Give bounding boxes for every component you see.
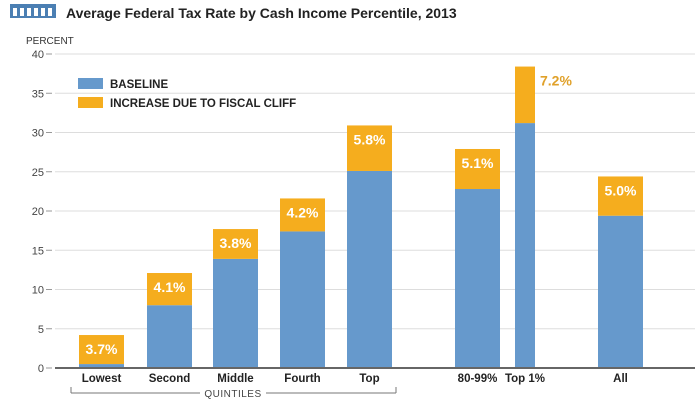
x-tick-label: All — [613, 373, 628, 385]
group-label-quintiles: QUINTILES — [204, 389, 261, 400]
y-tick-label: 15 — [32, 245, 44, 257]
x-tick-label: 80-99% — [458, 373, 498, 385]
bar-baseline — [147, 305, 192, 368]
data-label: 5.1% — [462, 155, 494, 171]
y-tick-label: 35 — [32, 88, 44, 100]
x-tick-label: Second — [149, 373, 191, 385]
quintiles-bracket: QUINTILES — [70, 387, 397, 400]
data-label: 4.2% — [287, 204, 319, 220]
y-tick-label: 5 — [38, 324, 44, 336]
legend-label-baseline: BASELINE — [110, 79, 168, 91]
bar-baseline — [213, 258, 258, 368]
bar-increase — [213, 229, 258, 259]
logo-icon — [10, 4, 56, 18]
bar-baseline — [280, 231, 325, 368]
y-tick-label: 20 — [32, 206, 44, 218]
bar-increase — [598, 176, 643, 216]
x-tick-label: Middle — [217, 373, 253, 385]
legend-swatch-baseline — [78, 78, 103, 89]
legend-label-increase: INCREASE DUE TO FISCAL CLIFF — [110, 98, 296, 110]
bar-increase — [347, 125, 392, 171]
y-tick-label: 30 — [32, 128, 44, 140]
bar-increase — [147, 273, 192, 306]
bar-baseline — [455, 189, 500, 368]
bar-increase — [515, 66, 535, 124]
y-tick-label: 25 — [32, 167, 44, 179]
data-label: 3.7% — [86, 341, 118, 357]
data-label: 3.8% — [220, 235, 252, 251]
data-label: 5.8% — [354, 131, 386, 147]
data-label: 4.1% — [154, 279, 186, 295]
y-axis-label: PERCENT — [26, 36, 74, 47]
bar-increase — [455, 148, 500, 190]
bar-baseline — [598, 215, 643, 368]
y-tick-label: 10 — [32, 285, 44, 297]
y-tick-label: 40 — [32, 49, 44, 61]
bar-baseline — [347, 170, 392, 368]
x-tick-label: Fourth — [284, 373, 320, 385]
x-tick-label: Lowest — [82, 373, 122, 385]
x-tick-label: Top — [359, 373, 379, 385]
data-label: 7.2% — [540, 73, 572, 89]
x-tick-label: Top 1% — [505, 373, 545, 385]
bar-increase — [79, 335, 124, 365]
chart-title: Average Federal Tax Rate by Cash Income … — [66, 5, 457, 21]
bar-baseline — [79, 364, 124, 368]
bar-increase — [280, 198, 325, 232]
legend: BASELINE INCREASE DUE TO FISCAL CLIFF — [78, 78, 296, 110]
data-label: 5.0% — [605, 182, 637, 198]
y-tick-label: 0 — [38, 363, 44, 375]
legend-swatch-increase — [78, 97, 103, 108]
bar-baseline — [515, 123, 535, 368]
